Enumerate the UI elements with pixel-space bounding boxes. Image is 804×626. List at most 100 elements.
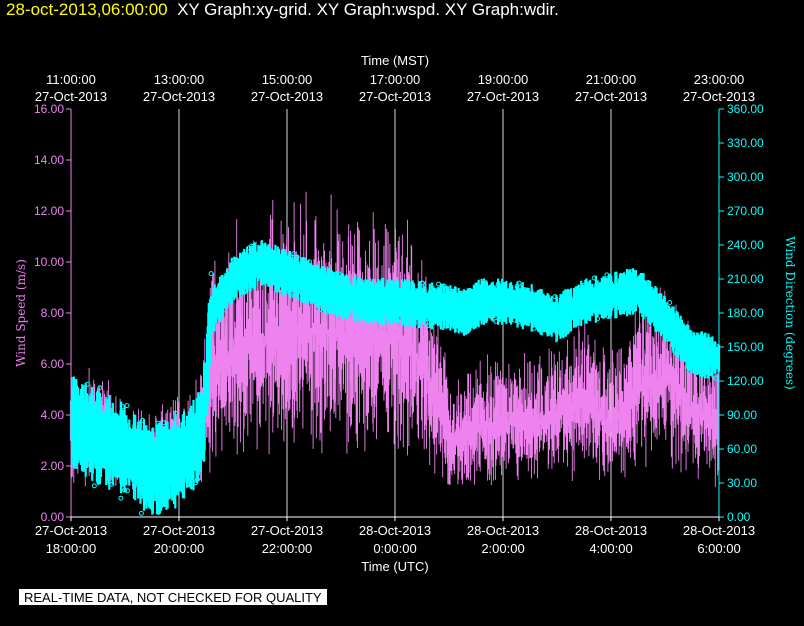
bottom-tick-time: 18:00:00 bbox=[46, 541, 97, 556]
wind-direction-point bbox=[247, 286, 253, 292]
wind-direction-point bbox=[476, 301, 482, 307]
wind-direction-point bbox=[232, 291, 238, 296]
wind-direction-point bbox=[563, 289, 569, 295]
wind-direction-point bbox=[673, 314, 679, 320]
left-tick-label: 14.00 bbox=[34, 153, 64, 167]
wind-direction-point bbox=[684, 349, 690, 355]
wind-direction-point bbox=[670, 318, 676, 324]
wind-direction-point bbox=[380, 320, 386, 326]
wind-direction-point bbox=[72, 386, 78, 392]
wind-direction-point bbox=[185, 419, 191, 425]
left-tick-label: 12.00 bbox=[34, 204, 64, 218]
wind-direction-point bbox=[308, 271, 313, 277]
wind-direction-point bbox=[358, 307, 364, 313]
wind-direction-point bbox=[501, 291, 507, 297]
left-tick-label: 2.00 bbox=[41, 459, 65, 473]
bottom-tick-time: 20:00:00 bbox=[154, 541, 205, 556]
wind-direction-point bbox=[491, 303, 497, 309]
wind-direction-point bbox=[91, 483, 97, 489]
wind-direction-point bbox=[703, 373, 709, 379]
wind-direction-point bbox=[324, 309, 329, 315]
top-tick-time: 23:00:00 bbox=[694, 72, 745, 87]
wind-direction-point bbox=[249, 243, 254, 249]
header-graph-names: XY Graph:xy-grid. XY Graph:wspd. XY Grap… bbox=[177, 0, 559, 19]
wind-direction-point bbox=[652, 298, 658, 303]
bottom-tick-date: 27-Oct-2013 bbox=[251, 523, 323, 538]
right-tick-label: 180.00 bbox=[727, 306, 764, 320]
wind-direction-point bbox=[149, 442, 155, 448]
wind-direction-point bbox=[605, 290, 611, 296]
top-tick-date: 27-Oct-2013 bbox=[575, 89, 647, 104]
wind-direction-point bbox=[303, 272, 309, 278]
wind-direction-point bbox=[290, 269, 296, 274]
wind-direction-point bbox=[671, 328, 677, 334]
wind-direction-point bbox=[416, 297, 422, 303]
wind-direction-point bbox=[283, 268, 289, 274]
wind-direction-point bbox=[298, 265, 304, 271]
wind-direction-point bbox=[661, 319, 666, 324]
wind-direction-point bbox=[98, 423, 104, 429]
wind-direction-point bbox=[318, 306, 324, 312]
wind-direction-point bbox=[421, 287, 427, 292]
wind-direction-point bbox=[262, 276, 267, 282]
wind-direction-point bbox=[657, 294, 663, 300]
left-tick-label: 4.00 bbox=[41, 408, 65, 422]
wind-direction-point bbox=[290, 279, 296, 285]
wind-direction-point bbox=[121, 446, 127, 452]
wind-direction-point bbox=[209, 306, 215, 312]
wind-direction-point bbox=[291, 292, 297, 298]
wind-direction-point bbox=[419, 301, 425, 307]
wind-direction-point bbox=[632, 271, 638, 277]
top-tick-date: 27-Oct-2013 bbox=[359, 89, 431, 104]
wind-direction-point bbox=[76, 430, 82, 436]
wind-direction-point bbox=[441, 283, 447, 289]
bottom-tick-date: 28-Oct-2013 bbox=[359, 523, 431, 538]
wind-direction-point bbox=[109, 481, 115, 487]
wind-direction-point bbox=[493, 298, 499, 304]
wind-direction-point bbox=[402, 298, 408, 304]
wind-direction-point bbox=[336, 271, 342, 277]
wind-direction-point bbox=[250, 254, 256, 260]
wind-direction-point bbox=[363, 300, 369, 306]
top-tick-time: 19:00:00 bbox=[478, 72, 529, 87]
wind-direction-point bbox=[671, 339, 677, 344]
wind-direction-point bbox=[256, 257, 262, 263]
bottom-tick-time: 22:00:00 bbox=[262, 541, 313, 556]
wind-direction-point bbox=[120, 404, 126, 410]
wind-direction-point bbox=[454, 309, 460, 315]
wind-direction-point bbox=[373, 297, 378, 303]
top-tick-time: 13:00:00 bbox=[154, 72, 205, 87]
wind-direction-point bbox=[535, 309, 541, 315]
wind-direction-point bbox=[179, 470, 185, 476]
wind-direction-point bbox=[208, 271, 214, 277]
top-tick-date: 27-Oct-2013 bbox=[683, 89, 755, 104]
wind-direction-point bbox=[355, 306, 361, 312]
left-tick-label: 10.00 bbox=[34, 255, 64, 269]
wind-direction-point bbox=[72, 445, 78, 451]
wind-direction-point bbox=[523, 289, 529, 295]
wind-direction-point bbox=[663, 336, 669, 342]
wind-direction-point bbox=[699, 371, 705, 377]
header-timestamp: 28-oct-2013,06:00:00 bbox=[6, 0, 168, 19]
wind-direction-point bbox=[593, 297, 599, 303]
wind-direction-point bbox=[174, 454, 180, 460]
graph-header: 28-oct-2013,06:00:00 XY Graph:xy-grid. X… bbox=[6, 0, 559, 20]
right-tick-label: 300.00 bbox=[727, 170, 764, 184]
wind-direction-point bbox=[642, 289, 648, 294]
wind-direction-point bbox=[386, 290, 392, 296]
bottom-tick-time: 6:00:00 bbox=[697, 541, 740, 556]
wind-direction-point bbox=[93, 453, 99, 459]
wind-direction-point bbox=[455, 297, 461, 303]
wind-direction-point bbox=[693, 359, 698, 365]
wind-direction-point bbox=[334, 280, 340, 286]
wind-direction-point bbox=[495, 281, 501, 287]
wind-direction-point bbox=[288, 256, 294, 262]
wind-direction-point bbox=[623, 300, 629, 306]
wind-direction-point bbox=[563, 311, 569, 317]
wind-direction-point bbox=[426, 323, 432, 329]
wind-direction-point bbox=[176, 471, 182, 477]
wind-direction-point bbox=[704, 355, 710, 361]
wind-direction-point bbox=[581, 282, 587, 288]
wind-direction-point bbox=[142, 457, 147, 462]
wind-direction-point bbox=[300, 282, 306, 288]
